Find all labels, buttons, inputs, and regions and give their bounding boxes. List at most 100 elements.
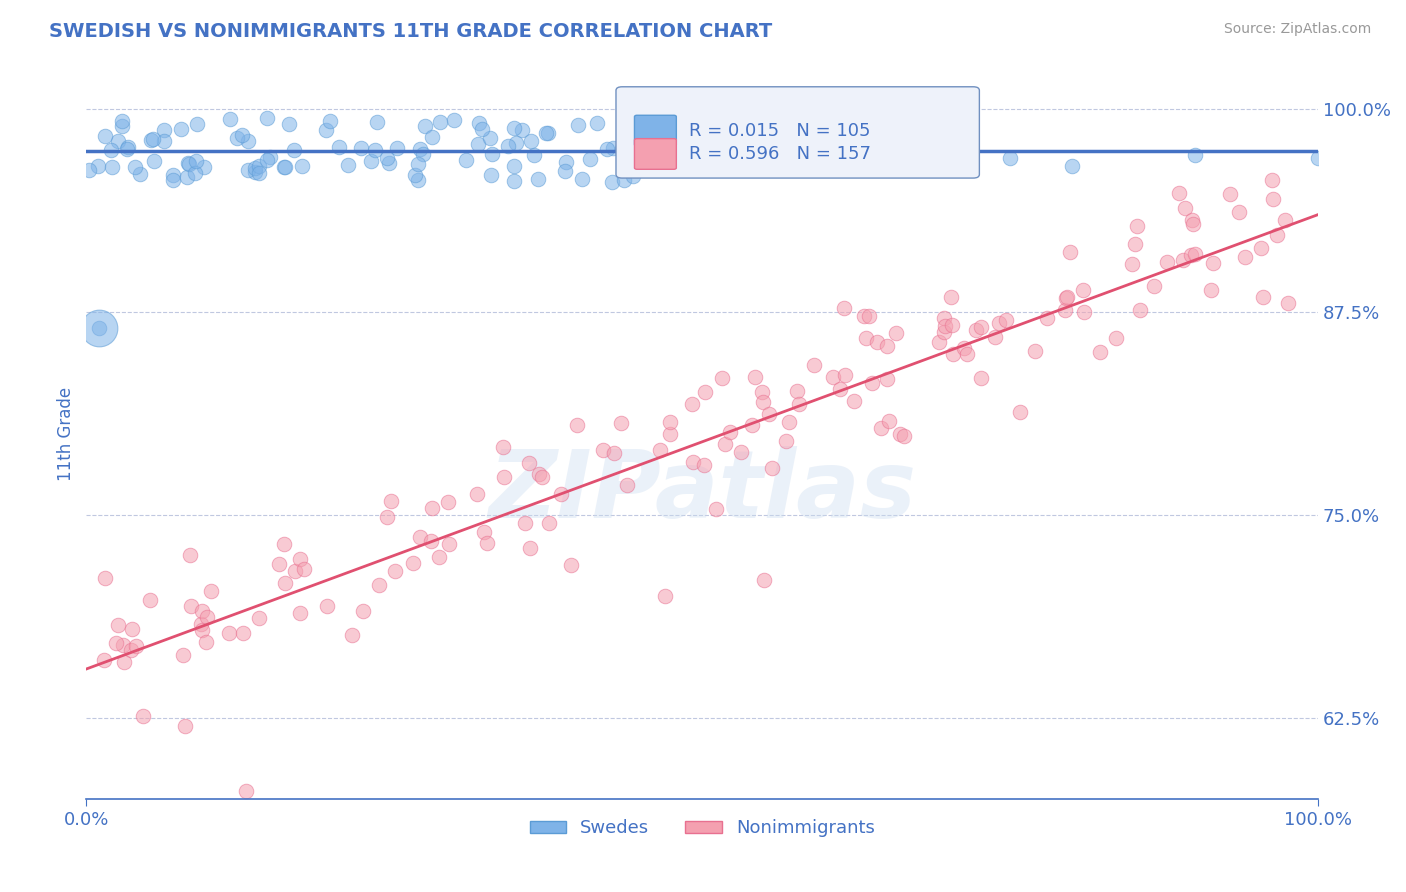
Point [177, 156, 200, 170]
Point [256, 153, 278, 167]
Point [1274, 212, 1296, 227]
Point [190, 604, 212, 618]
Point [932, 326, 955, 340]
Point [970, 319, 993, 334]
Point [218, 625, 240, 640]
Point [571, 171, 593, 186]
Point [1024, 344, 1046, 359]
Point [1008, 405, 1031, 419]
Point [107, 134, 129, 148]
Point [1156, 254, 1178, 268]
Point [465, 487, 488, 501]
Point [955, 347, 977, 361]
Point [932, 311, 955, 326]
Point [107, 618, 129, 632]
Point [420, 130, 443, 145]
Point [1129, 302, 1152, 317]
Point [492, 440, 515, 454]
Point [952, 341, 974, 355]
Point [243, 164, 266, 178]
Point [162, 168, 184, 182]
Point [420, 501, 443, 516]
Point [529, 467, 551, 482]
Point [125, 639, 148, 653]
Point [315, 599, 337, 613]
Point [375, 509, 398, 524]
Point [180, 599, 202, 613]
Point [225, 131, 247, 145]
Point [775, 434, 797, 448]
Point [787, 397, 810, 411]
Point [468, 116, 491, 130]
Point [173, 719, 195, 733]
Point [586, 116, 609, 130]
Point [1174, 201, 1197, 215]
Point [1251, 290, 1274, 304]
Point [191, 623, 214, 637]
Point [613, 172, 636, 186]
Point [110, 114, 132, 128]
Point [273, 537, 295, 551]
Point [200, 584, 222, 599]
Point [523, 148, 546, 162]
Point [267, 557, 290, 571]
Point [256, 111, 278, 125]
Point [659, 416, 682, 430]
Point [162, 173, 184, 187]
Point [479, 168, 502, 182]
Point [454, 153, 477, 168]
Point [714, 437, 737, 451]
Point [502, 174, 524, 188]
Point [375, 151, 398, 165]
Point [658, 426, 681, 441]
Point [866, 335, 889, 350]
Point [1168, 186, 1191, 200]
Text: Source: ZipAtlas.com: Source: ZipAtlas.com [1223, 22, 1371, 37]
Point [555, 154, 578, 169]
Point [682, 455, 704, 469]
Legend: Swedes, Nonimmigrants: Swedes, Nonimmigrants [523, 812, 882, 845]
Point [941, 318, 963, 332]
Point [654, 589, 676, 603]
Point [814, 159, 837, 173]
Point [492, 470, 515, 484]
Point [984, 330, 1007, 344]
Point [352, 604, 374, 618]
Point [195, 635, 218, 649]
Point [79, 163, 101, 178]
Point [730, 445, 752, 459]
Point [406, 157, 429, 171]
Point [876, 147, 898, 161]
FancyBboxPatch shape [616, 87, 980, 178]
Point [752, 151, 775, 165]
Point [695, 384, 717, 399]
Point [609, 417, 631, 431]
Point [443, 112, 465, 127]
Point [363, 143, 385, 157]
Point [437, 537, 460, 551]
Point [1182, 217, 1205, 231]
Point [1277, 296, 1299, 310]
Point [337, 158, 360, 172]
Point [513, 516, 536, 531]
Point [315, 122, 337, 136]
Point [120, 643, 142, 657]
Point [288, 552, 311, 566]
Point [842, 394, 865, 409]
Point [828, 382, 851, 396]
Point [1105, 331, 1128, 345]
Point [218, 112, 240, 126]
Point [1171, 253, 1194, 268]
Point [86, 159, 108, 173]
FancyBboxPatch shape [634, 138, 676, 169]
Point [294, 562, 316, 576]
Point [193, 161, 215, 175]
Point [360, 154, 382, 169]
Point [778, 415, 800, 429]
Point [928, 334, 950, 349]
Point [579, 152, 602, 166]
Point [550, 487, 572, 501]
Text: ZIPatlas: ZIPatlas [488, 446, 917, 538]
Point [531, 470, 554, 484]
Point [1121, 257, 1143, 271]
